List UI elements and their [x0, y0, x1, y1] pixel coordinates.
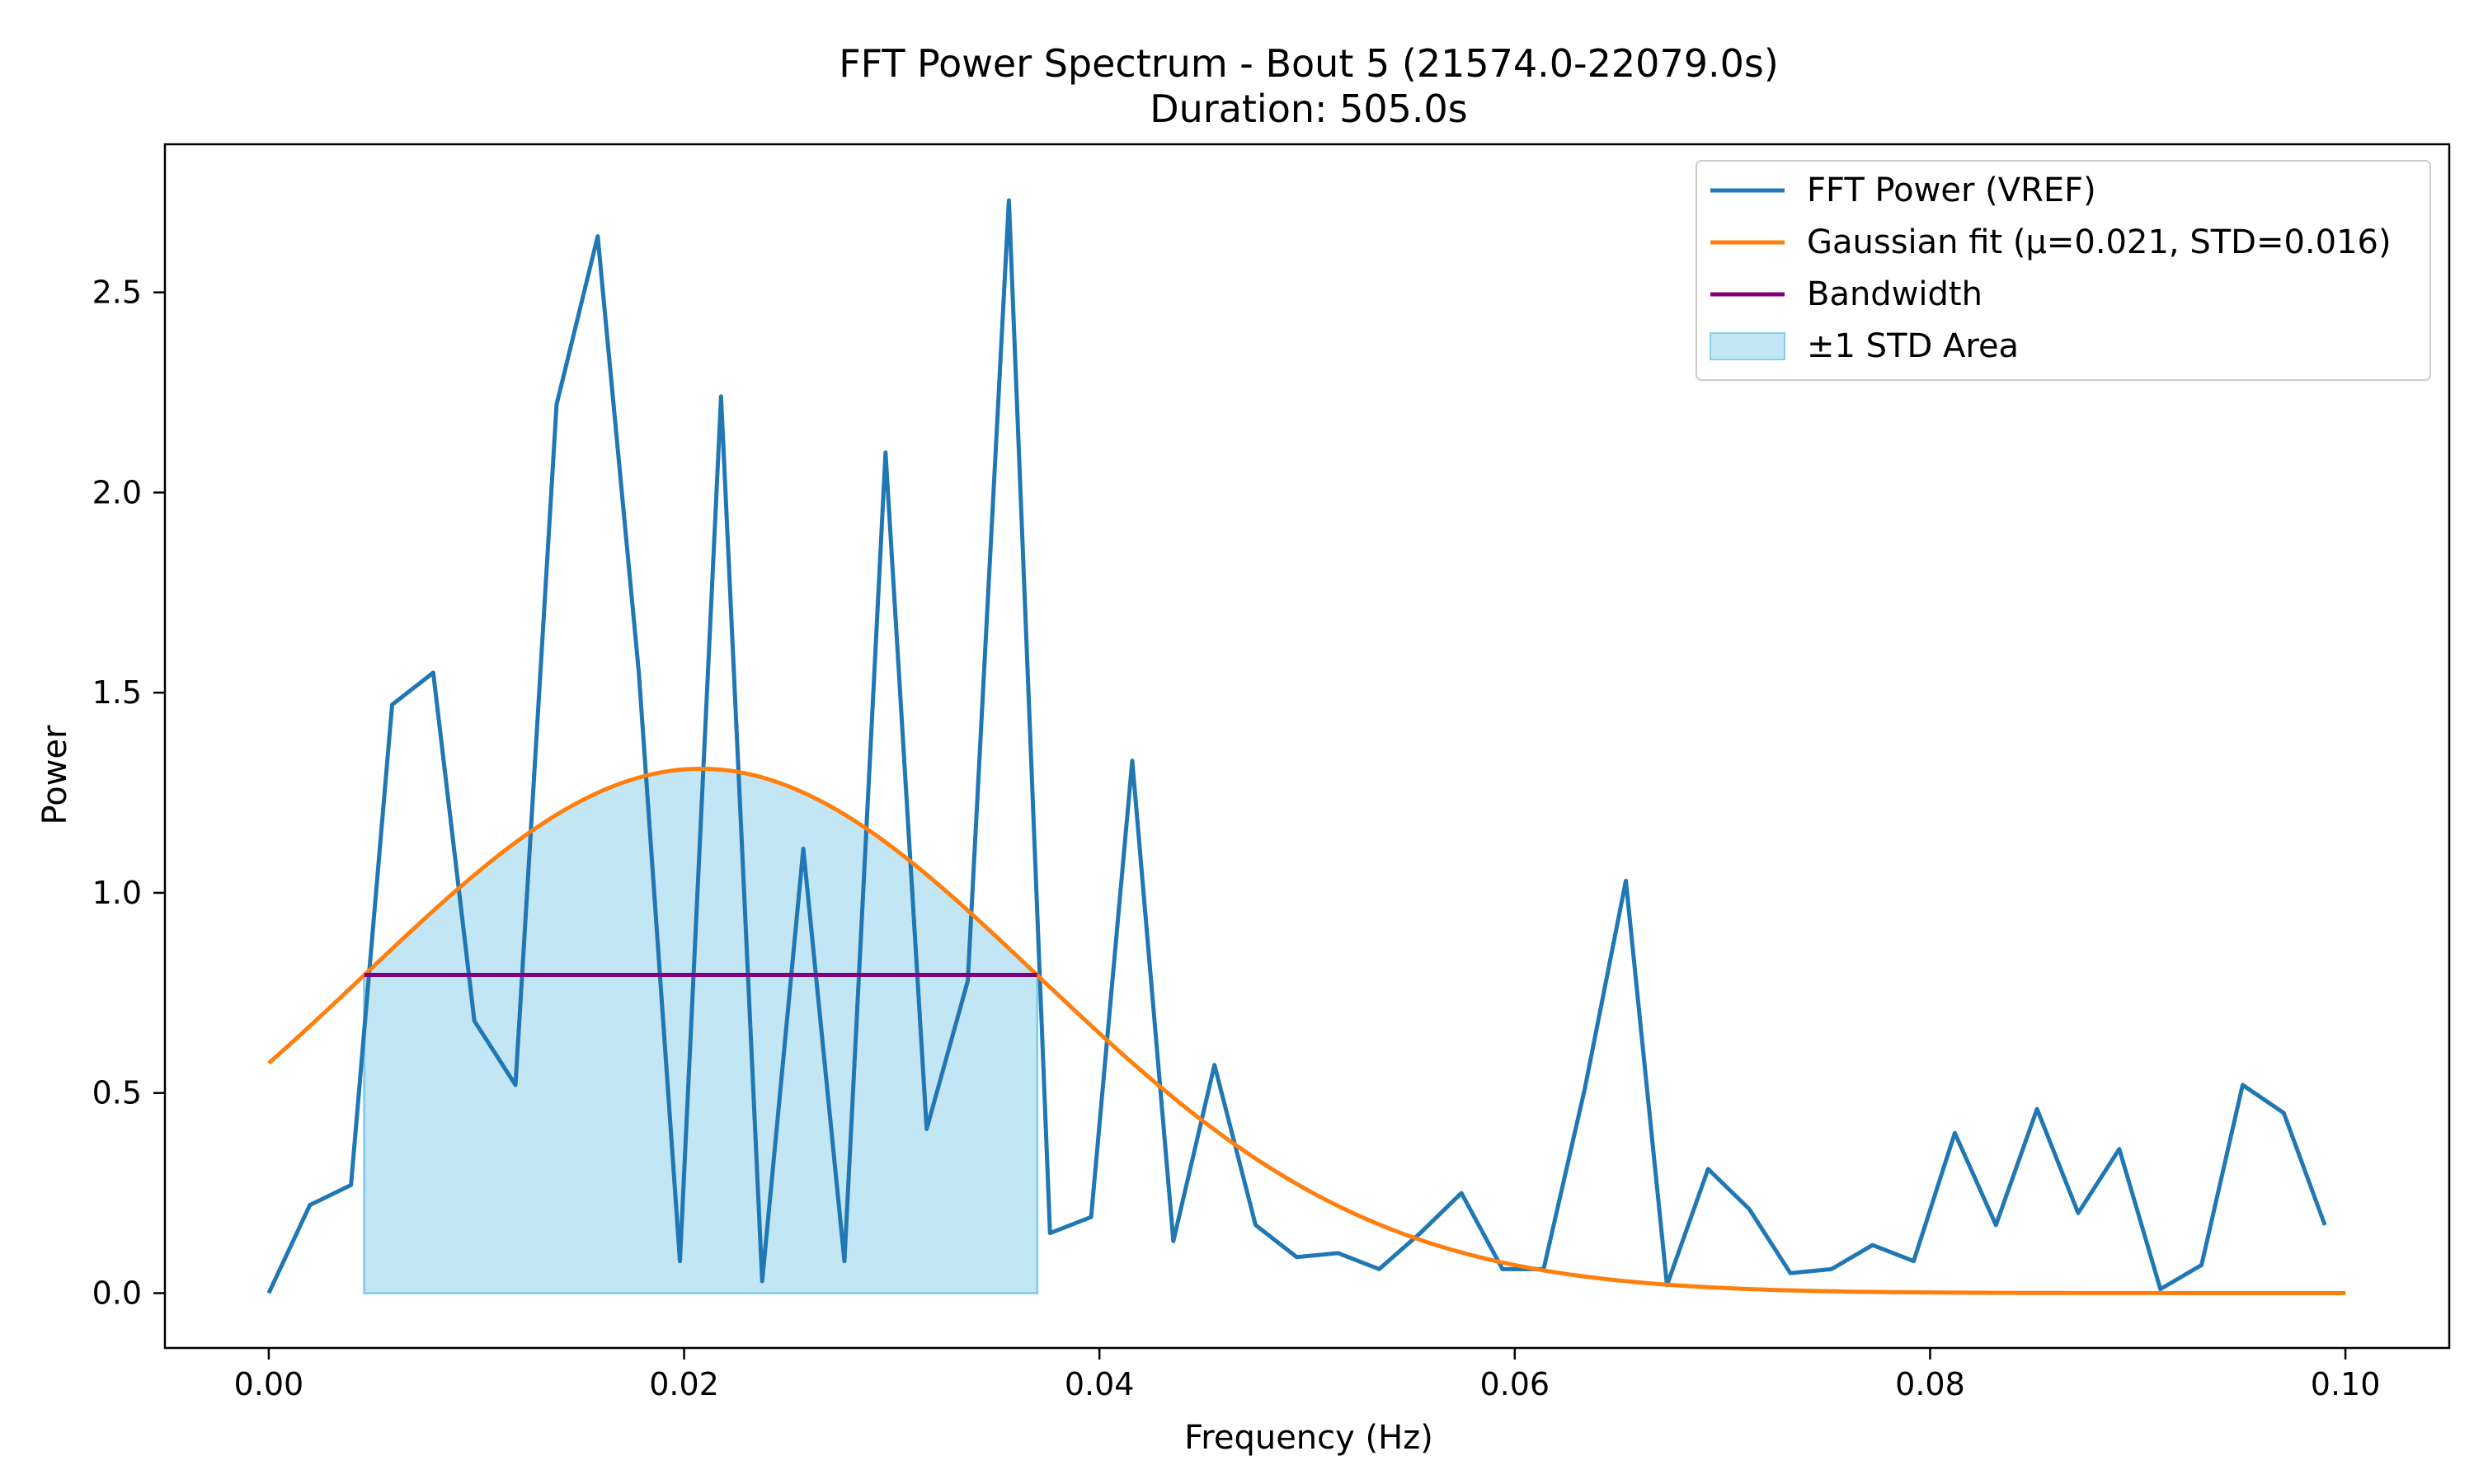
fft-power-line — [266, 198, 2327, 1294]
axes-frame — [163, 143, 2451, 1350]
y-tick-label: 1.5 — [92, 674, 142, 711]
x-tick-label: 0.06 — [1480, 1366, 1550, 1402]
y-tick-label: 1.0 — [92, 875, 142, 911]
legend-label-fft: FFT Power (VREF) — [1807, 171, 2096, 209]
x-tick-label: 0.08 — [1895, 1366, 1965, 1402]
x-tick-label: 0.04 — [1065, 1366, 1135, 1402]
x-axis-label: Frequency (Hz) — [1184, 1419, 1433, 1457]
chart-subtitle: Duration: 505.0s — [1150, 87, 1468, 131]
chart-title: FFT Power Spectrum - Bout 5 (21574.0-220… — [839, 41, 1779, 86]
y-axis-label: Power — [36, 725, 74, 824]
y-tick-label: 0.0 — [92, 1275, 142, 1311]
gaussian-fit-line — [267, 766, 2346, 1295]
legend-swatch-std-area — [1710, 332, 1785, 360]
legend-label-gaussian: Gaussian fit (μ=0.021, STD=0.016) — [1807, 223, 2392, 261]
legend-box — [1696, 160, 2431, 381]
x-tick-label: 0.02 — [649, 1366, 719, 1402]
x-tick-label: 0.10 — [2311, 1366, 2381, 1402]
y-tick-label: 2.5 — [92, 275, 142, 311]
legend: FFT Power (VREF) Gaussian fit (μ=0.021, … — [1696, 160, 2431, 381]
y-tick-label: 2.0 — [92, 474, 142, 510]
plot-area — [163, 143, 2451, 1350]
legend-label-bandwidth: Bandwidth — [1807, 275, 1982, 313]
legend-label-std-area: ±1 STD Area — [1807, 327, 2019, 365]
x-axis: 0.00 0.02 0.04 0.06 0.08 0.10 — [234, 1348, 2381, 1402]
y-axis: 0.0 0.5 1.0 1.5 2.0 2.5 — [92, 275, 165, 1311]
y-tick-label: 0.5 — [92, 1075, 142, 1111]
x-tick-label: 0.00 — [234, 1366, 304, 1402]
